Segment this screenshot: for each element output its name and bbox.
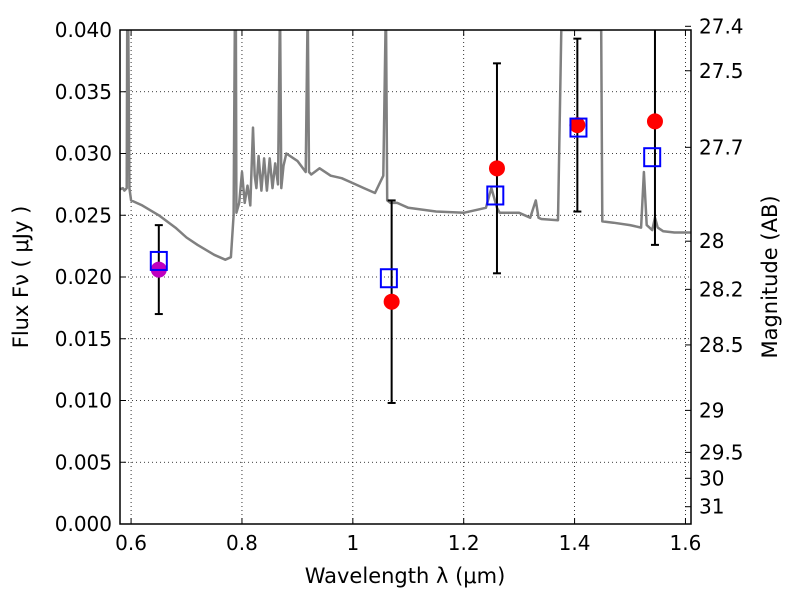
y2-tick-label: 27.4 [699,14,744,38]
y2-tick-label: 28.5 [699,333,744,357]
data-points [149,113,663,310]
plot-background [120,30,691,524]
y-tick-label: 0.040 [55,18,112,42]
x-tick-label: 0.8 [226,531,258,555]
data-point-circle [569,117,586,134]
x-tick-label: 1.4 [559,531,591,555]
y2-tick-label: 27.7 [699,135,744,159]
data-point-circle [488,160,505,177]
y-axis-label: Flux Fν ( μJy ) [9,206,33,349]
y-tick-label: 0.020 [55,265,112,289]
data-point-square [569,117,588,138]
y2-tick-label: 28.2 [699,277,744,301]
y2-tick-label: 29.5 [699,440,744,464]
y-tick-label: 0.010 [55,389,112,413]
spectrum-line [120,30,691,261]
y2-tick-label: 30 [699,466,724,490]
template-spectrum [120,30,691,261]
x-tick-label: 0.6 [115,531,147,555]
y2-tick-label: 27.5 [699,59,744,83]
y2-tick-label: 29 [699,398,724,422]
y-tick-label: 0.005 [55,450,112,474]
y-tick-label: 0.000 [55,512,112,536]
axis-ticks: 0.6 0.8 1 1.2 1.4 1.6 0.000 0.005 0.010 0.015 0.02… [55,14,744,555]
y2-axis-label: Magnitude (AB) [758,195,782,358]
data-point-square [379,268,398,289]
x-tick-label: 1 [346,531,359,555]
data-point-square [486,185,505,206]
y-tick-label: 0.035 [55,80,112,104]
data-point-square [149,250,168,271]
x-tick-label: 1.2 [448,531,480,555]
y2-tick-label: 31 [699,495,724,519]
data-point-square [643,147,662,168]
x-tick-label: 1.6 [670,531,702,555]
y2-tick-label: 28 [699,229,724,253]
y-tick-label: 0.030 [55,142,112,166]
y-tick-label: 0.015 [55,327,112,351]
data-point-circle [383,293,400,310]
data-point-circle [646,113,663,130]
y-tick-label: 0.025 [55,203,112,227]
x-axis-label: Wavelength λ (μm) [305,564,506,588]
